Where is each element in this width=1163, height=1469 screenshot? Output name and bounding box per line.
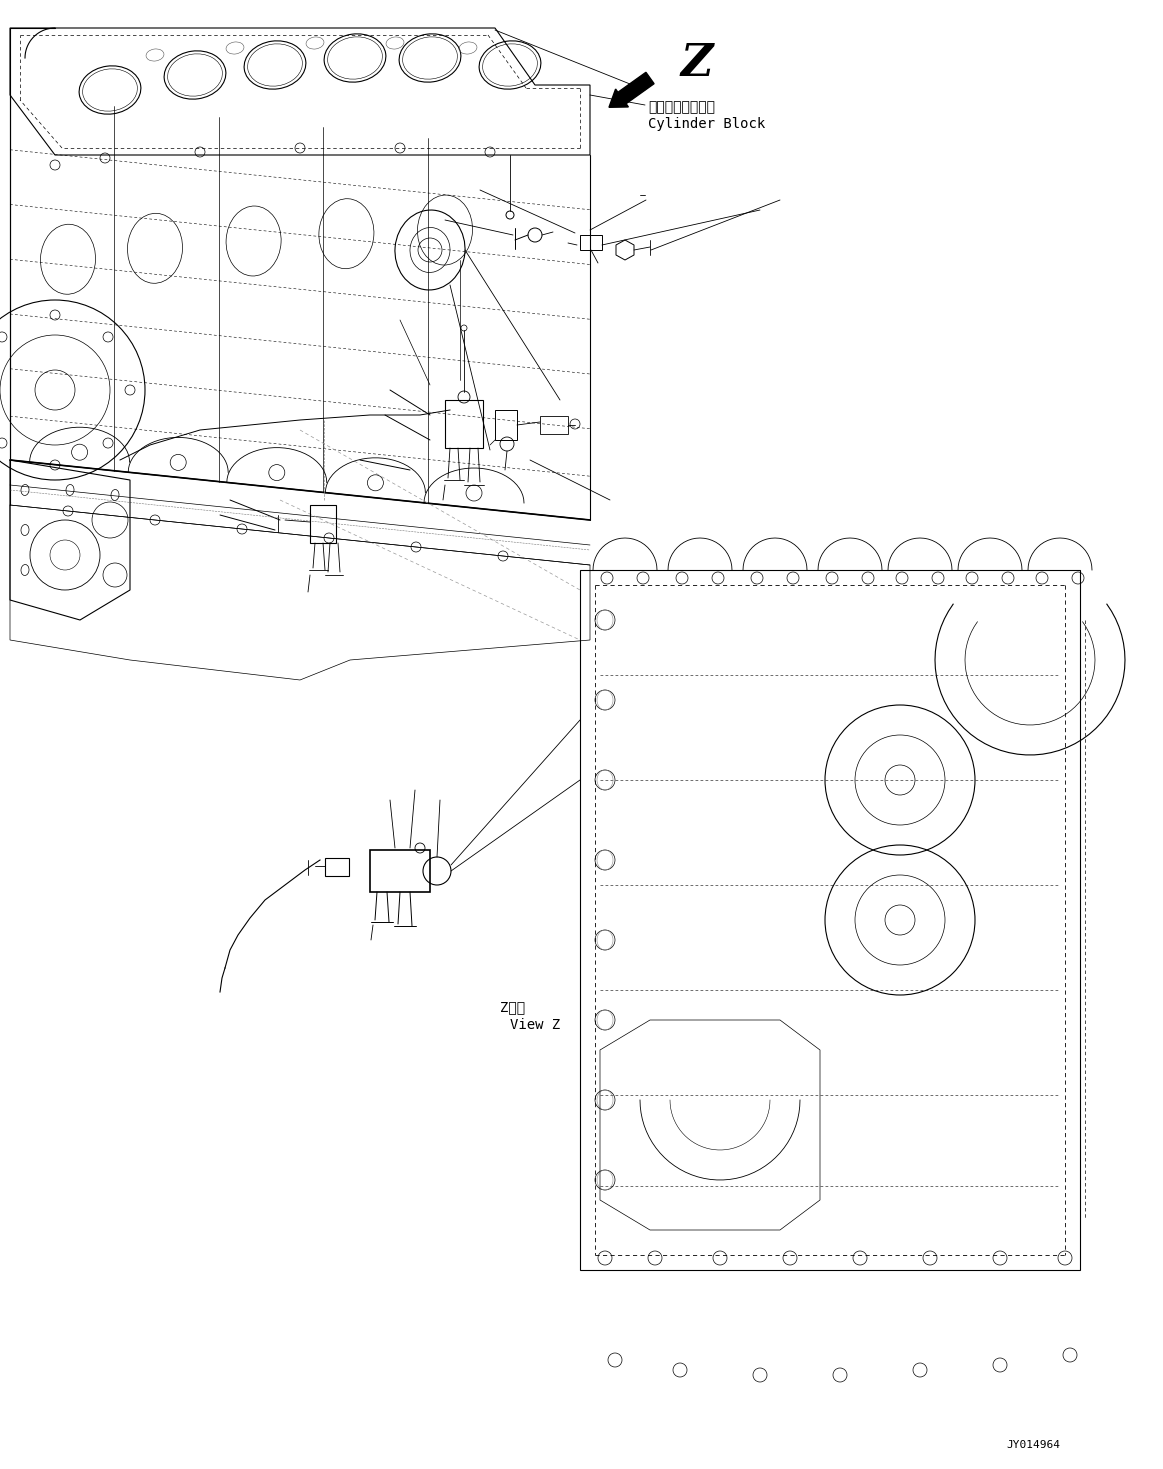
Bar [580, 235, 602, 250]
Text: Z　視: Z 視 [500, 1000, 526, 1014]
Text: View Z: View Z [511, 1018, 561, 1033]
Text: JY014964: JY014964 [1006, 1440, 1059, 1450]
FancyArrow shape [609, 72, 654, 107]
Text: Z: Z [680, 43, 713, 85]
Bar [495, 410, 518, 441]
Bar [311, 505, 336, 544]
Bar [580, 570, 1080, 1271]
Bar [324, 858, 349, 876]
Text: シリンダブロック: シリンダブロック [648, 100, 715, 115]
Bar [370, 851, 430, 892]
Bar [445, 400, 483, 448]
Text: Cylinder Block: Cylinder Block [648, 118, 765, 131]
Bar [540, 416, 568, 433]
